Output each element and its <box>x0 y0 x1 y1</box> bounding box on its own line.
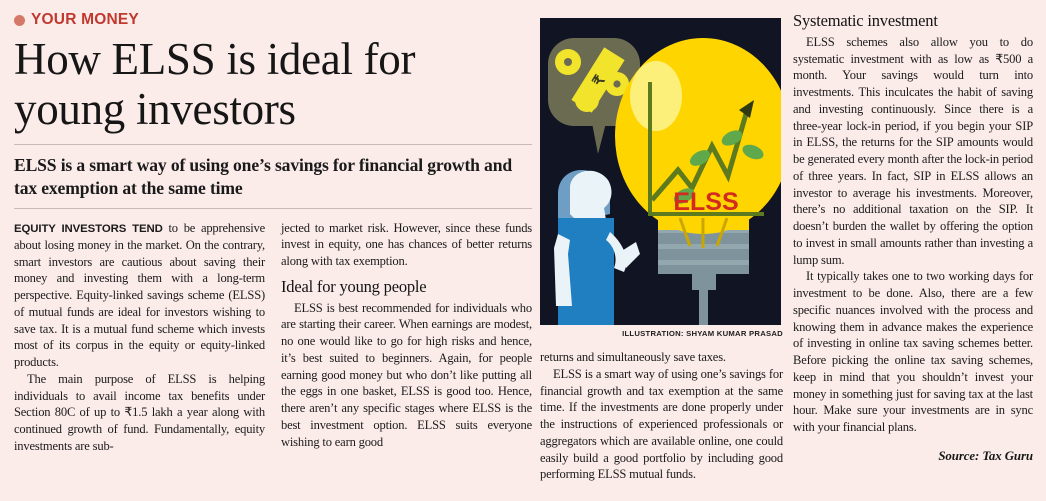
paragraph: returns and simultaneously save taxes. <box>540 350 726 364</box>
filament-line <box>678 217 692 247</box>
paragraph: jected to market risk. However, since th… <box>281 220 532 269</box>
section-subheading: Systematic investment <box>793 11 938 30</box>
kicker-dot-icon <box>14 14 25 26</box>
person-face <box>570 170 612 224</box>
paragraph: EQUITY INVESTORS TEND to be apprehensive… <box>14 220 265 371</box>
body-column-3: returns and simultaneously save taxes. E… <box>540 349 783 483</box>
bulb-label: ELSS <box>673 188 738 216</box>
source-attribution: Source: Tax Guru <box>938 448 1033 463</box>
paragraph: It typically takes one to two working da… <box>793 269 1033 435</box>
paragraph: ELSS is a smart way of using one’s savin… <box>540 366 783 482</box>
illustration-graphic: ₹ <box>540 18 781 325</box>
leaf-icon <box>742 144 764 160</box>
divider-above-standfirst <box>14 143 532 145</box>
leaf-icon <box>689 150 711 166</box>
illustration-column: ₹ <box>540 0 783 501</box>
illustration-figure: ₹ <box>540 18 781 325</box>
body-column-4: Systematic investment ELSS schemes also … <box>793 11 1033 501</box>
banknote-icon: ₹ <box>571 47 625 113</box>
body-column-2: jected to market risk. However, since th… <box>281 220 532 475</box>
paragraph: The main purpose of ELSS is helping indi… <box>14 371 265 453</box>
section-kicker: YOUR MONEY <box>14 11 532 29</box>
person-arm-right <box>606 232 627 272</box>
bulb-base-ridge <box>658 260 749 265</box>
chart-axes <box>648 82 764 216</box>
person-arm-left <box>554 234 572 306</box>
leaf-icon <box>721 130 743 146</box>
lede-lead-in: EQUITY INVESTORS TEND <box>14 222 163 235</box>
chart-trend-line <box>650 113 749 202</box>
bulb-highlight <box>630 61 682 131</box>
page-title: How ELSS is ideal for young investors <box>14 34 416 134</box>
chart-arrow-icon <box>739 100 754 118</box>
thought-bubble-tail <box>592 123 606 154</box>
filament-line <box>715 217 729 247</box>
coin-hole <box>564 58 572 66</box>
bulb-contact <box>692 274 716 290</box>
main-article-block: YOUR MONEY How ELSS is ideal for young i… <box>14 0 532 501</box>
divider-below-standfirst <box>14 207 532 209</box>
person-hand-pointing <box>620 242 640 268</box>
body-columns-left: EQUITY INVESTORS TEND to be apprehensive… <box>14 220 532 475</box>
section-subheading: Ideal for young people <box>281 276 427 296</box>
coin-hole <box>613 80 621 88</box>
banknote-body <box>571 47 625 113</box>
bulb-stem <box>699 290 708 325</box>
kicker-label: YOUR MONEY <box>31 11 139 28</box>
paragraph: ELSS schemes also allow you to do system… <box>793 34 1033 267</box>
paragraph-text: to be apprehensive about losing money in… <box>14 220 265 370</box>
standfirst: ELSS is a smart way of using one’s savin… <box>14 154 512 198</box>
illustration-credit: ILLUSTRATION: SHYAM KUMAR PRASAD <box>622 329 783 338</box>
body-column-1: EQUITY INVESTORS TEND to be apprehensive… <box>14 220 265 475</box>
paragraph: ELSS is best recommended for individuals… <box>281 300 532 449</box>
leaf-icon <box>673 188 695 204</box>
